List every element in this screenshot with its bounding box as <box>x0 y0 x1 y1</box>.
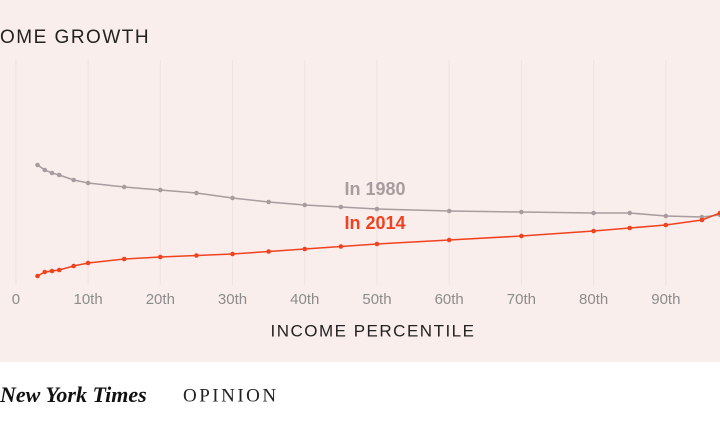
data-point <box>85 180 91 186</box>
data-point <box>158 187 163 193</box>
chart-title: OME GROWTH <box>0 27 150 48</box>
x-tick-label: 40th <box>290 291 319 308</box>
data-point <box>85 260 91 266</box>
data-point <box>338 244 344 249</box>
series-label: In 1980 <box>344 179 405 199</box>
data-point <box>49 268 55 274</box>
data-point <box>56 267 62 273</box>
x-tick-label: 80th <box>579 291 608 308</box>
data-point <box>56 172 62 178</box>
data-point <box>71 263 76 269</box>
data-point <box>42 269 48 275</box>
x-tick-label: 90th <box>651 291 680 308</box>
data-point <box>42 167 48 173</box>
data-point <box>194 253 199 258</box>
source-logo: New York Times <box>0 382 147 407</box>
chart-background <box>0 0 720 362</box>
data-point <box>266 199 271 205</box>
x-tick-label: 70th <box>507 291 536 308</box>
data-point <box>627 225 633 231</box>
data-point <box>374 206 380 212</box>
x-tick-label: 20th <box>146 291 175 308</box>
data-point <box>519 233 524 239</box>
data-point <box>71 177 76 183</box>
data-point <box>121 184 127 190</box>
section-label: OPINION <box>183 385 279 406</box>
x-tick-label: 50th <box>362 291 391 308</box>
data-point <box>717 210 720 216</box>
data-point <box>302 202 308 208</box>
data-point <box>158 254 163 260</box>
data-point <box>266 249 271 254</box>
x-tick-label: 60th <box>435 291 464 308</box>
data-point <box>302 246 308 252</box>
data-point <box>663 222 669 228</box>
data-point <box>591 210 596 216</box>
data-point <box>194 190 199 196</box>
data-point <box>338 204 344 210</box>
data-point <box>374 241 380 247</box>
data-point <box>663 213 669 219</box>
data-point <box>49 170 55 176</box>
data-point <box>519 209 524 215</box>
data-point <box>230 251 235 257</box>
data-point <box>230 195 235 201</box>
data-point <box>35 162 40 168</box>
data-point <box>446 208 452 214</box>
x-tick-label: 0 <box>12 291 20 308</box>
x-tick-label: 10th <box>74 291 103 308</box>
data-point <box>446 237 452 243</box>
data-point <box>699 217 705 223</box>
x-axis-label: INCOME PERCENTILE <box>271 321 476 340</box>
data-point <box>121 256 127 262</box>
x-tick-label: 30th <box>218 291 247 308</box>
data-point <box>35 273 40 279</box>
data-point <box>627 210 633 216</box>
data-point <box>591 228 596 234</box>
series-label: In 2014 <box>344 213 405 233</box>
